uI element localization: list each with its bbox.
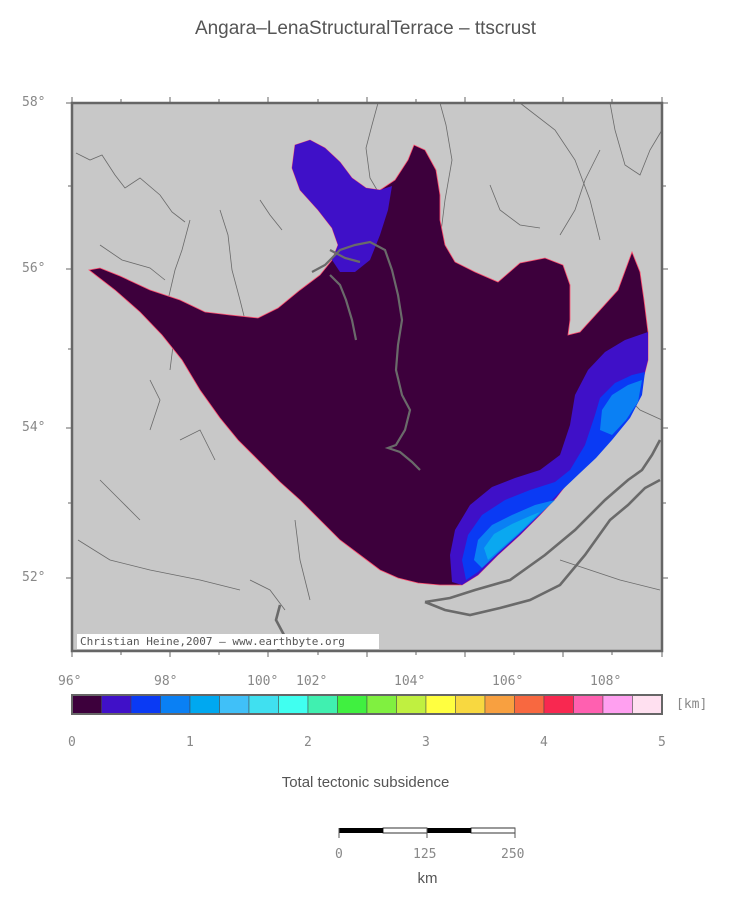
lon-label: 104° xyxy=(394,674,426,689)
lon-label: 108° xyxy=(590,674,622,689)
colorbar-tick-label: 0 xyxy=(68,735,76,750)
colorbar-caption: Total tectonic subsidence xyxy=(281,774,450,791)
colorbar-cell xyxy=(514,694,545,715)
lat-label: 52° xyxy=(22,570,46,585)
colorbar-tick-label: 2 xyxy=(304,735,312,750)
colorbar-cell xyxy=(101,694,132,715)
angara-river xyxy=(311,240,421,471)
colorbar xyxy=(71,694,663,715)
colorbar-cell xyxy=(189,694,220,715)
basin-inner-cyan xyxy=(484,512,540,560)
scale-label: 250 xyxy=(501,847,525,862)
colorbar-cell xyxy=(160,694,191,715)
scale-bar xyxy=(338,827,516,838)
colorbar-cell xyxy=(543,694,574,715)
lat-label: 54° xyxy=(22,420,46,435)
colorbar-unit: [km] xyxy=(676,697,708,712)
lon-label: 100° xyxy=(247,674,279,689)
colorbar-border xyxy=(71,694,663,715)
scale-label: 125 xyxy=(413,847,437,862)
basin-inner-light xyxy=(600,380,642,435)
map-title: Angara–LenaStructuralTerrace – ttscrust xyxy=(194,18,537,39)
colorbar-cell xyxy=(573,694,604,715)
colorbar-cell xyxy=(632,694,663,715)
colorbar-tick-label: 1 xyxy=(186,735,194,750)
colorbar-cell xyxy=(248,694,279,715)
colorbar-tick-label: 5 xyxy=(658,735,666,750)
colorbar-cell xyxy=(307,694,338,715)
colorbar-cell xyxy=(219,694,250,715)
scale-label: 0 xyxy=(335,847,343,862)
scale-unit: km xyxy=(417,870,438,887)
lat-label: 58° xyxy=(22,95,46,110)
colorbar-cell xyxy=(396,694,427,715)
credit-text: Christian Heine,2007 – www.earthbyte.org xyxy=(80,635,345,648)
colorbar-cell xyxy=(484,694,515,715)
lon-label: 98° xyxy=(154,674,178,689)
credit-box xyxy=(77,634,379,649)
colorbar-cell xyxy=(602,694,633,715)
lon-label: 106° xyxy=(492,674,524,689)
colorbar-cell xyxy=(366,694,397,715)
colorbar-tick-label: 3 xyxy=(422,735,430,750)
frame-ticks xyxy=(66,97,668,657)
lat-label: 56° xyxy=(22,261,46,276)
colorbar-cell xyxy=(71,694,102,715)
colorbar-cell xyxy=(130,694,161,715)
lon-label: 96° xyxy=(58,674,82,689)
colorbar-cell xyxy=(337,694,368,715)
lon-label: 102° xyxy=(296,674,328,689)
colorbar-tick-label: 4 xyxy=(540,735,548,750)
basin-north-lobe xyxy=(292,140,392,272)
colorbar-cell xyxy=(278,694,309,715)
colorbar-cell xyxy=(455,694,486,715)
colorbar-cell xyxy=(425,694,456,715)
